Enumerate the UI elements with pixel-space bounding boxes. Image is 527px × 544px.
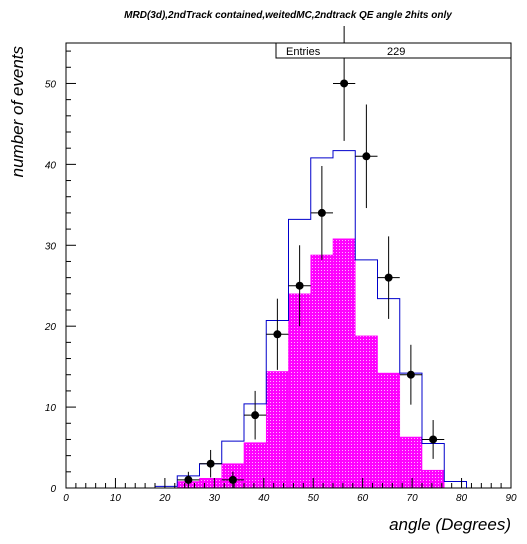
- data-point: [295, 281, 304, 290]
- filled-hist-bar: [421, 469, 445, 489]
- filled-hist-bar: [332, 238, 356, 489]
- data-point: [406, 370, 415, 379]
- y-tick-label: 20: [44, 322, 57, 333]
- data-point: [384, 273, 393, 282]
- x-tick-label: 70: [407, 493, 419, 504]
- filled-hist-bar: [399, 436, 423, 489]
- x-tick-label: 60: [357, 493, 369, 504]
- data-point: [228, 475, 237, 484]
- filled-hist-bar: [354, 335, 378, 489]
- x-tick-label: 30: [209, 493, 221, 504]
- y-tick-label: 50: [45, 79, 57, 90]
- stats-entries-label: Entries: [286, 46, 321, 58]
- x-tick-label: 40: [258, 493, 270, 504]
- filled-hist-bar: [243, 442, 267, 489]
- y-axis-label: number of events: [8, 46, 27, 178]
- data-point: [206, 459, 215, 468]
- y-axis: 0 10 20 30 40 50: [44, 50, 76, 495]
- x-tick-label: 20: [158, 493, 171, 504]
- data-point: [273, 330, 282, 339]
- x-axis-label: angle (Degrees): [389, 515, 511, 534]
- x-tick-label: 10: [110, 493, 122, 504]
- data-point: [317, 208, 326, 217]
- stats-entries-value: 229: [387, 46, 405, 58]
- chart-title: MRD(3d),2ndTrack contained,weitedMC,2ndt…: [124, 10, 452, 21]
- filled-hist-bar: [310, 254, 334, 489]
- filled-hist-bar: [377, 372, 401, 489]
- x-axis: 0 10 20 30 40 50 60 70 80 90: [63, 478, 517, 504]
- y-tick-label: 0: [50, 484, 56, 495]
- data-point: [429, 435, 438, 444]
- data-point: [362, 152, 371, 161]
- y-tick-label: 10: [45, 403, 57, 414]
- data-point: [251, 411, 260, 420]
- outline-hist-step: [66, 150, 511, 489]
- x-tick-label: 0: [63, 493, 69, 504]
- y-tick-label: 40: [45, 160, 57, 171]
- data-point: [184, 475, 193, 484]
- x-tick-label: 80: [456, 493, 468, 504]
- filled-hist-bar: [265, 371, 289, 489]
- stats-box: Entries 229: [275, 42, 512, 59]
- x-tick-label: 90: [505, 493, 517, 504]
- y-tick-label: 30: [45, 241, 57, 252]
- plot-area: [66, 26, 511, 489]
- x-tick-label: 50: [308, 493, 320, 504]
- filled-hist-bar: [199, 477, 223, 489]
- data-point: [340, 79, 349, 88]
